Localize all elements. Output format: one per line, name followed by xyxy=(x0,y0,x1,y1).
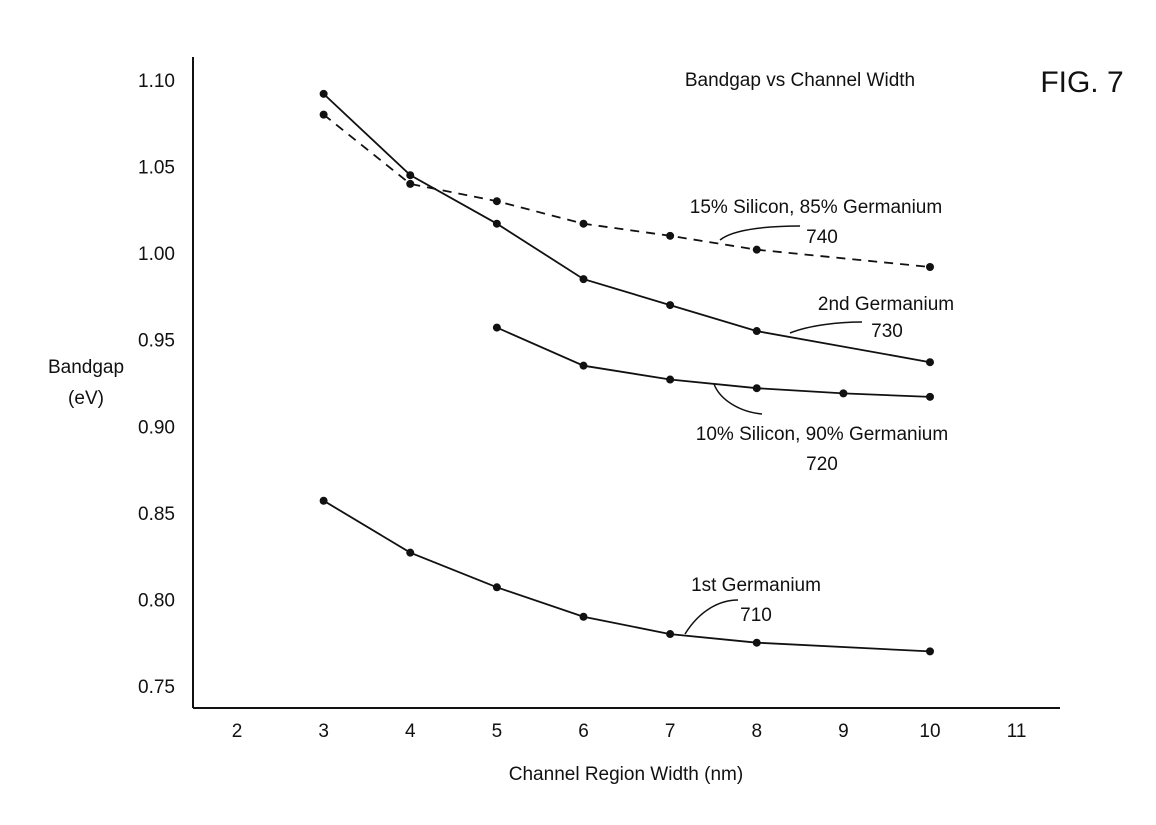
annotation-730-name: 2nd Germanium xyxy=(818,294,954,315)
data-point-720 xyxy=(839,389,848,398)
data-point-730 xyxy=(406,171,415,180)
data-point-730 xyxy=(752,327,761,336)
data-point-740 xyxy=(926,262,934,271)
series-line-710 xyxy=(323,499,931,653)
data-point-730 xyxy=(926,358,934,367)
y-tick-label: 0.95 xyxy=(138,331,175,352)
data-point-740 xyxy=(406,179,415,188)
x-tick-label: 4 xyxy=(405,721,416,742)
series-layer xyxy=(319,89,934,656)
x-tick-label: 5 xyxy=(492,721,503,742)
annotation-710-name: 1st Germanium xyxy=(691,575,821,596)
x-tick-label: 8 xyxy=(751,721,762,742)
x-tick-label: 2 xyxy=(232,721,243,742)
annotation-740-name: 15% Silicon, 85% Germanium xyxy=(690,197,942,218)
annotation-740-ref: 740 xyxy=(806,227,838,248)
data-point-730 xyxy=(666,301,675,310)
data-point-740 xyxy=(492,197,501,206)
series-line-740 xyxy=(323,113,931,268)
y-tick-labels: 0.75 0.80 0.85 0.90 0.95 1.00 1.05 1.10 xyxy=(138,71,175,698)
data-point-720 xyxy=(752,384,761,393)
data-point-710 xyxy=(492,583,501,592)
data-point-710 xyxy=(926,647,934,656)
data-point-730 xyxy=(319,89,328,98)
y-axis-label-line2: (eV) xyxy=(68,388,104,409)
annotation-710-ref: 710 xyxy=(740,605,772,626)
data-point-740 xyxy=(319,110,328,119)
series-line-730 xyxy=(322,93,931,364)
annotation-720-ref: 720 xyxy=(806,454,838,475)
x-tick-label: 10 xyxy=(919,721,940,742)
x-tick-label: 7 xyxy=(665,721,676,742)
x-tick-label: 9 xyxy=(838,721,849,742)
data-point-720 xyxy=(666,375,675,384)
x-tick-label: 11 xyxy=(1007,721,1027,742)
y-tick-label: 0.85 xyxy=(138,504,175,525)
figure-label: FIG. 7 xyxy=(1040,66,1123,99)
annotation-720-name: 10% Silicon, 90% Germanium xyxy=(696,424,948,445)
y-tick-label: 1.00 xyxy=(138,244,175,265)
y-tick-label: 1.10 xyxy=(138,71,175,92)
series-710 xyxy=(319,496,934,656)
data-point-710 xyxy=(666,630,675,639)
data-point-740 xyxy=(752,245,761,254)
data-point-740 xyxy=(579,219,588,228)
leader-720 xyxy=(713,383,763,415)
series-730 xyxy=(319,89,934,367)
data-point-710 xyxy=(406,548,415,557)
y-axis-label-line1: Bandgap xyxy=(48,357,124,378)
leader-710 xyxy=(684,599,739,635)
data-point-720 xyxy=(926,392,934,401)
data-point-710 xyxy=(579,612,588,621)
data-point-720 xyxy=(492,323,501,332)
series-line-720 xyxy=(496,326,931,398)
y-tick-label: 0.75 xyxy=(138,677,175,698)
data-point-730 xyxy=(492,219,501,228)
data-point-730 xyxy=(579,275,588,284)
x-axis-label: Channel Region Width (nm) xyxy=(509,764,743,785)
x-tick-label: 6 xyxy=(578,721,589,742)
x-tick-labels: 2 3 4 5 6 7 8 9 10 11 xyxy=(232,721,1027,742)
data-point-720 xyxy=(579,361,588,370)
data-point-710 xyxy=(752,638,761,647)
y-tick-label: 0.90 xyxy=(138,417,175,438)
x-tick-label: 3 xyxy=(318,721,329,742)
series-720 xyxy=(492,323,934,401)
leader-730 xyxy=(789,321,863,334)
chart-title: Bandgap vs Channel Width xyxy=(685,70,915,91)
y-tick-label: 0.80 xyxy=(138,590,175,611)
data-point-710 xyxy=(319,496,328,505)
series-740 xyxy=(319,110,934,271)
leader-740 xyxy=(719,225,801,241)
data-point-740 xyxy=(666,231,675,240)
annotation-leaders xyxy=(684,225,863,635)
y-tick-label: 1.05 xyxy=(138,158,175,179)
annotation-730-ref: 730 xyxy=(871,321,903,342)
